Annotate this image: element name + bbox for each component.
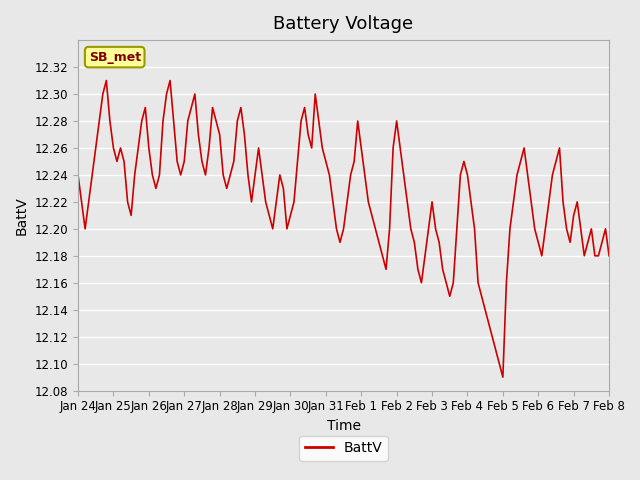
Legend: BattV: BattV	[299, 436, 388, 461]
Y-axis label: BattV: BattV	[15, 196, 29, 235]
Title: Battery Voltage: Battery Voltage	[273, 15, 413, 33]
Text: SB_met: SB_met	[89, 50, 141, 64]
X-axis label: Time: Time	[326, 419, 360, 433]
